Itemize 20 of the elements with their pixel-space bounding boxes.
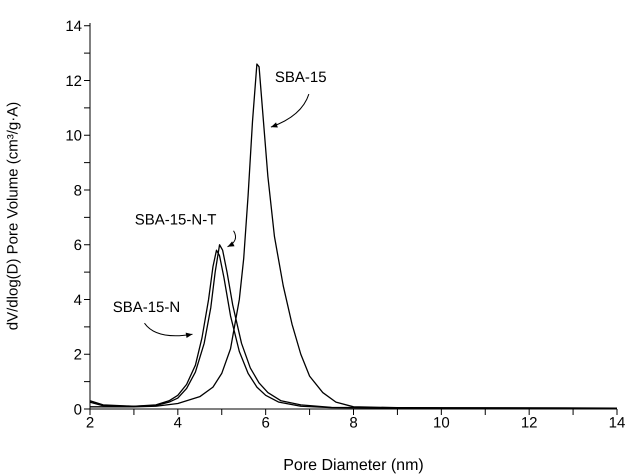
series-label: SBA-15-N-T [134,212,216,229]
y-tick-label: 14 [65,18,82,36]
x-tick-label: 4 [174,414,182,432]
x-tick-label: 14 [608,414,626,432]
y-axis-title: dV/dlog(D) Pore Volume (cm³/g·A) [4,102,22,330]
y-tick-label: 10 [65,128,82,145]
y-tick-label: 0 [74,401,82,418]
x-axis-title: Pore Diameter (nm) [283,457,424,474]
x-tick-label: 2 [86,414,94,432]
y-tick-label: 4 [74,292,82,309]
x-tick-label: 8 [349,414,358,432]
y-tick-label: 12 [65,72,82,90]
x-tick-label: 12 [520,414,538,432]
y-tick-label: 8 [74,182,82,200]
series-label: SBA-15 [274,69,327,86]
x-tick-label: 6 [261,414,270,432]
x-tick-label: 10 [432,414,450,432]
y-tick-label: 6 [74,237,82,254]
y-tick-label: 2 [74,346,82,364]
series-label: SBA-15-N [112,299,180,316]
